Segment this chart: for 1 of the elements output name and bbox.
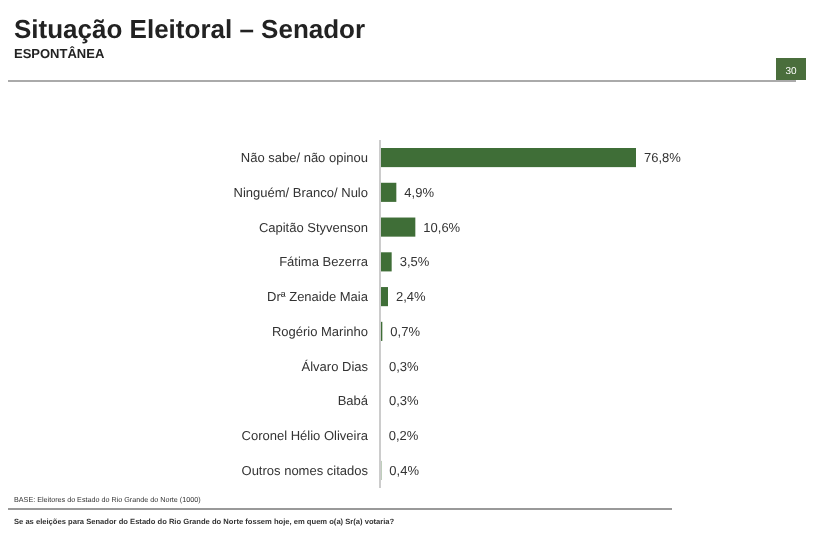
chart-title: Situação Eleitoral – Senador xyxy=(14,14,366,44)
